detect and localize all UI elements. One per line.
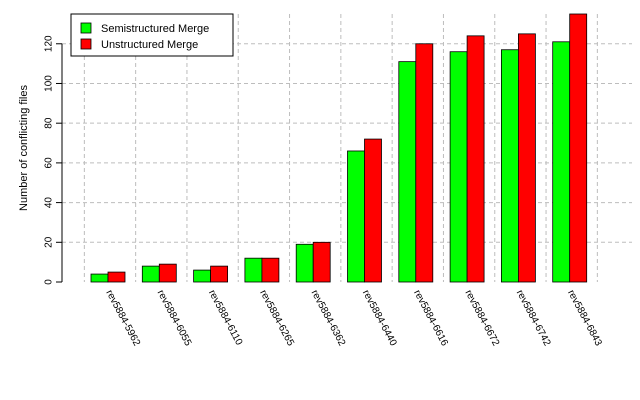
y-axis-title: Number of conflicting files: [18, 85, 30, 211]
y-tick-label: 40: [44, 197, 55, 209]
legend-swatch-semistructured: [80, 22, 92, 34]
x-tick-label: rev5884-6672: [462, 288, 501, 348]
x-tick-label: rev5884-6440: [360, 288, 399, 348]
x-tick-label: rev5884-6055: [155, 288, 194, 348]
bars: [90, 13, 588, 283]
bar-unstructured: [518, 33, 536, 283]
bar-semistructured: [141, 265, 160, 283]
y-tick-label: 60: [44, 157, 55, 169]
bar-unstructured: [569, 13, 588, 283]
bar-unstructured: [210, 265, 229, 283]
y-tick-label: 100: [44, 75, 55, 92]
bar-unstructured: [158, 263, 177, 283]
legend-swatch-unstructured: [80, 38, 92, 50]
bar-unstructured: [261, 257, 280, 283]
bar-semistructured: [552, 41, 571, 283]
legend-label-semistructured: Semistructured Merge: [101, 23, 209, 35]
bar-unstructured: [312, 241, 331, 283]
x-tick-label: rev5884-6265: [257, 288, 296, 348]
y-tick-label: 20: [44, 236, 55, 248]
bar-semistructured: [449, 51, 468, 283]
bar-unstructured: [364, 138, 382, 283]
x-tick-label: rev5884-6616: [411, 288, 450, 348]
y-tick-label: 0: [44, 279, 55, 285]
legend: Semistructured Merge Unstructured Merge: [70, 13, 234, 57]
x-tick-label: rev5884-6362: [309, 288, 348, 348]
y-tick-label: 120: [44, 35, 55, 52]
x-axis-labels: rev5884-5962 rev5884-6055 rev5884-6110 rev5…: [103, 288, 604, 348]
y-axis: 0 20 40 60 80 100 120: [44, 35, 63, 285]
bar-semistructured: [500, 49, 519, 283]
x-tick-label: rev5884-6843: [565, 288, 604, 348]
bar-semistructured: [244, 257, 263, 283]
bar-semistructured: [295, 243, 314, 283]
bar-semistructured: [90, 273, 109, 283]
y-tick-label: 80: [44, 117, 55, 129]
bar-unstructured: [415, 43, 434, 283]
legend-label-unstructured: Unstructured Merge: [101, 39, 198, 51]
bar-unstructured: [107, 271, 126, 283]
bar-unstructured: [466, 35, 485, 283]
bar-semistructured: [398, 61, 417, 283]
x-tick-label: rev5884-5962: [103, 288, 142, 348]
x-tick-label: rev5884-6110: [206, 288, 245, 347]
bar-semistructured: [347, 150, 365, 283]
bar-semistructured: [193, 269, 212, 283]
legend-box: [70, 13, 234, 57]
x-tick-label: rev5884-6742: [514, 288, 553, 348]
